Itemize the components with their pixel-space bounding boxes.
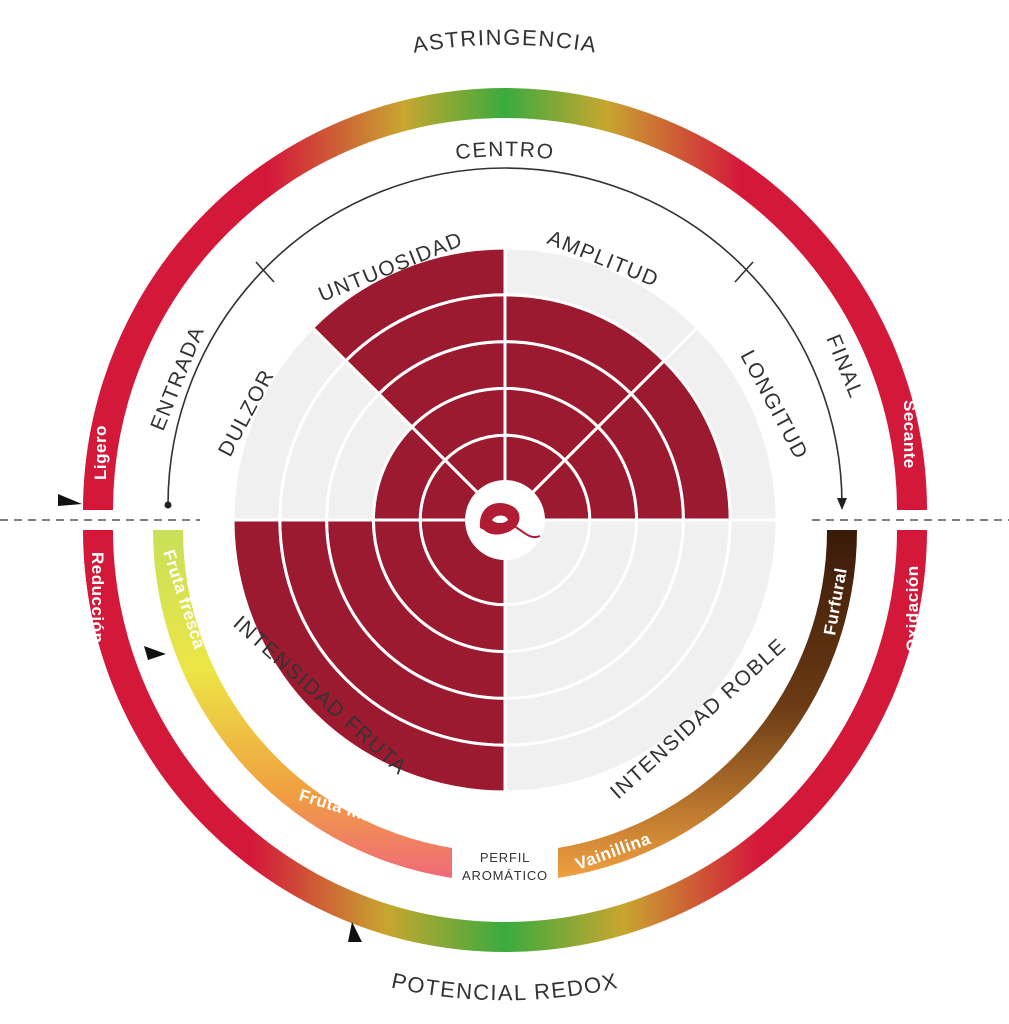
triangle-marker-icon [348,922,362,942]
triangle-marker-icon [58,494,82,506]
title-potencial-redox: POTENCIAL REDOX [389,968,620,1005]
aroma-band-oak [558,530,857,878]
title-astringencia: ASTRINGENCIA [411,25,600,58]
sector-intensidad-roble-ring-5 [503,518,779,794]
wine-drop-logo-icon [479,502,541,538]
aroma-band-fruit [153,530,452,878]
arc-divider-right [734,261,754,283]
final-arrow-icon [837,498,847,510]
sector-intensidad-fruta-ring-5 [231,518,507,794]
label-oxidacion: Oxidación [903,565,922,652]
label-perfil: PERFIL [480,850,530,865]
label-secante: Secante [900,400,919,469]
label-reduccion: Reducción [88,552,107,643]
entrada-start-dot [164,501,172,509]
arc-divider-left [255,261,275,283]
radar-chart [231,246,779,794]
label-centro: CENTRO [454,138,556,164]
label-entrada: ENTRADA [146,322,209,433]
entrada-centro-final-arc [167,167,843,506]
label-ligero: Ligero [91,425,110,480]
label-aromatico: AROMÁTICO [462,868,548,883]
triangle-marker-icon [144,646,166,660]
